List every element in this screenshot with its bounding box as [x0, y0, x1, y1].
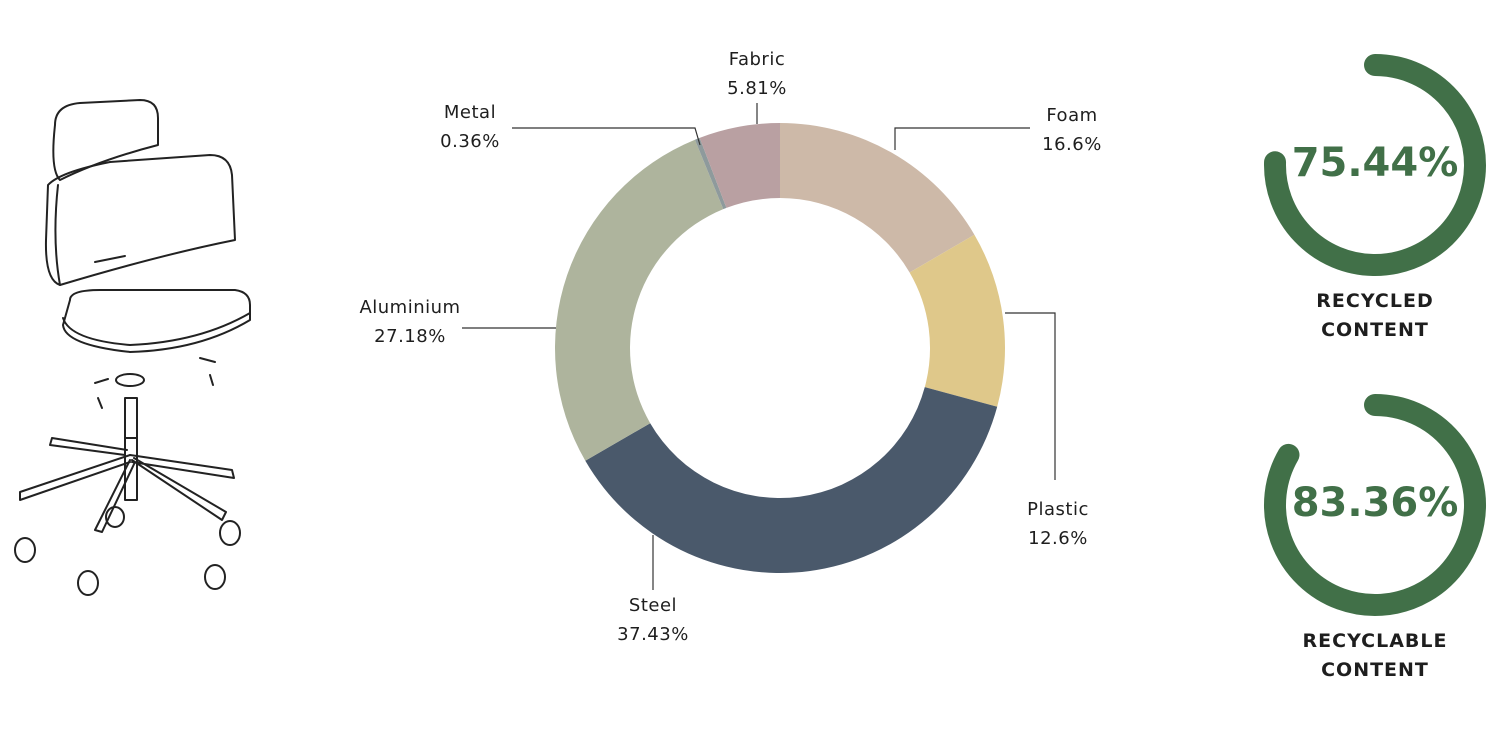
value-label: 27.18% [374, 326, 446, 347]
donut-segment [585, 387, 998, 573]
value-label: 12.6% [1028, 528, 1088, 549]
gauge-value: 83.36% [1292, 480, 1459, 526]
category-label: Fabric [729, 49, 785, 70]
chair-illustration [14, 99, 251, 596]
gauge-arc [1264, 54, 1486, 276]
leader-line [512, 127, 701, 146]
leader-line [894, 127, 1030, 150]
donut-segment [780, 123, 975, 273]
category-label: Aluminium [359, 297, 460, 318]
category-label: Steel [629, 595, 677, 616]
gauge-label: RECYCLED CONTENT [1316, 290, 1434, 341]
gauge-label: RECYCLABLE CONTENT [1302, 630, 1448, 681]
category-label: Plastic [1027, 499, 1089, 520]
value-label: 0.36% [440, 131, 500, 152]
value-label: 5.81% [727, 78, 787, 99]
donut-segment [909, 234, 1005, 407]
category-label: Foam [1046, 105, 1097, 126]
donut-segment [699, 123, 780, 208]
gauge-value: 75.44% [1292, 140, 1459, 186]
donut-segment [694, 137, 727, 210]
value-label: 37.43% [617, 624, 689, 645]
leader-line [1005, 312, 1056, 480]
gauge-arc [1264, 394, 1486, 616]
category-label: Metal [444, 102, 496, 123]
donut-segment [555, 139, 724, 461]
value-label: 16.6% [1042, 134, 1102, 155]
